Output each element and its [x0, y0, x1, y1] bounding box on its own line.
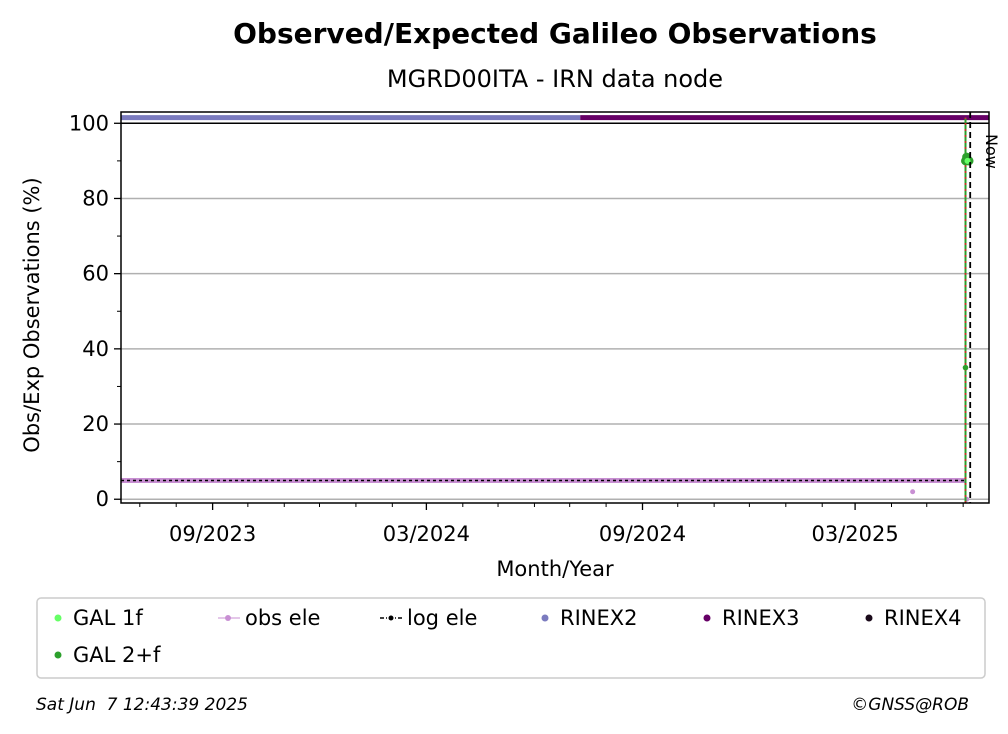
- grid-lines: [121, 122, 989, 500]
- footer-timestamp: Sat Jun 7 12:43:39 2025: [36, 695, 248, 715]
- now-label: Now: [982, 134, 1001, 169]
- series-layer: [121, 115, 989, 503]
- x-axis-label: Month/Year: [496, 557, 614, 581]
- y-tick-label: 100: [69, 111, 109, 135]
- legend-label-gal-1f: GAL 1f: [73, 606, 143, 630]
- legend-marker-rinex3: [703, 614, 711, 622]
- y-tick-label: 20: [82, 412, 109, 436]
- y-tick-label: 0: [96, 487, 109, 511]
- legend-marker-gal-2-f: [54, 651, 62, 659]
- y-tick-label: 40: [82, 337, 109, 361]
- chart-subtitle: MGRD00ITA - IRN data node: [387, 65, 723, 93]
- legend-box: [36, 597, 986, 679]
- now-marker: Now: [969, 112, 1001, 503]
- plot-frame: [120, 111, 990, 504]
- y-tick-label: 60: [82, 262, 109, 286]
- x-tick-label: 09/2023: [169, 522, 256, 546]
- axes: 0 20 40 60 80 100 09/2023 03/2024 09/2024 03/2025: [69, 111, 964, 546]
- legend-marker-rinex4: [865, 614, 873, 622]
- legend-label-obs-ele: obs ele: [245, 606, 320, 630]
- legend-label-gal-2-f: GAL 2+f: [73, 643, 161, 667]
- y-tick-label: 80: [82, 186, 109, 210]
- legend-marker-rinex2: [541, 614, 549, 622]
- legend-label-rinex4: RINEX4: [884, 606, 962, 630]
- y-axis-label: Obs/Exp Observations (%): [20, 177, 44, 452]
- legend-label-rinex2: RINEX2: [560, 606, 638, 630]
- footer-credit: ©GNSS@ROB: [851, 695, 969, 715]
- legend-label-rinex3: RINEX3: [722, 606, 800, 630]
- x-tick-label: 09/2024: [599, 522, 686, 546]
- series-gal-1f-point: [964, 157, 971, 164]
- legend-label-log-ele: log ele: [407, 606, 477, 630]
- legend-marker-log-ele: [388, 615, 394, 621]
- series-gal-2f-point: [962, 364, 969, 371]
- legend-marker-obs-ele: [225, 615, 231, 621]
- x-tick-label: 03/2024: [383, 522, 470, 546]
- chart-title: Observed/Expected Galileo Observations: [233, 17, 877, 50]
- series-obs-ele-point: [910, 489, 916, 495]
- legend-marker-gal-1f: [54, 614, 62, 622]
- x-tick-label: 03/2025: [811, 522, 898, 546]
- legend: GAL 1f obs ele log ele RINEX2 RINEX3 RINEX4 GA…: [54, 606, 962, 667]
